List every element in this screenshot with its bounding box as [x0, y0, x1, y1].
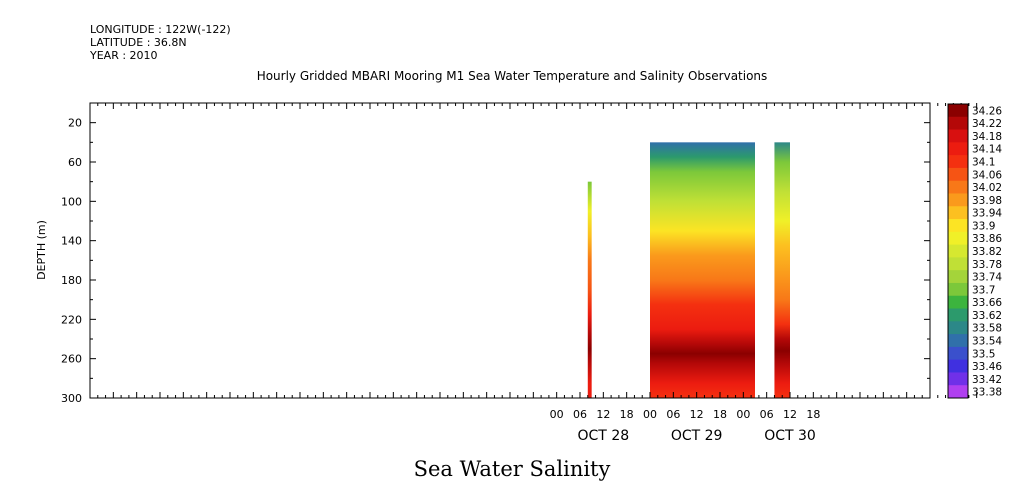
- colorbar-label: 33.66: [972, 297, 1002, 309]
- colorbar-swatch: [948, 308, 968, 322]
- colorbar-label: 33.42: [972, 374, 1002, 386]
- colorbar-swatch: [948, 321, 968, 335]
- colorbar-label: 34.22: [972, 118, 1002, 130]
- chart-title: Hourly Gridded MBARI Mooring M1 Sea Wate…: [257, 69, 768, 83]
- colorbar-label: 34.18: [972, 131, 1002, 143]
- colorbar-swatch: [948, 193, 968, 207]
- colorbar-label: 33.98: [972, 195, 1002, 207]
- data-blocks: [587, 142, 790, 398]
- colorbar-swatch: [948, 346, 968, 361]
- y-tick-label: 60: [68, 156, 82, 169]
- colorbar-label: 34.26: [972, 105, 1002, 117]
- colorbar-swatch: [948, 295, 968, 310]
- y-tick-label: 300: [61, 392, 82, 405]
- x-tick-label: 12: [690, 408, 704, 421]
- colorbar-swatch: [948, 206, 968, 220]
- colorbar-label: 34.14: [972, 144, 1002, 156]
- colorbar-swatch: [948, 167, 968, 182]
- colorbar-swatch: [948, 270, 968, 284]
- y-axis-label: DEPTH (m): [35, 220, 48, 280]
- variable-label: Sea Water Salinity: [414, 457, 611, 481]
- colorbar-swatch: [948, 359, 968, 373]
- x-tick-label: 00: [736, 408, 750, 421]
- y-tick-label: 220: [61, 313, 82, 326]
- x-day-label: OCT 29: [671, 428, 723, 444]
- x-tick-label: 12: [596, 408, 610, 421]
- colorbar-swatch: [948, 116, 968, 131]
- colorbar-swatch: [948, 334, 968, 348]
- colorbar-label: 33.62: [972, 310, 1002, 322]
- colorbar-label: 34.02: [972, 182, 1002, 194]
- x-day-label: OCT 28: [578, 428, 630, 444]
- colorbar-swatch: [948, 219, 968, 233]
- colorbar-frame: [947, 103, 969, 399]
- x-tick-label: 06: [760, 408, 774, 421]
- colorbar-label: 33.9: [972, 220, 995, 232]
- x-tick-label: 12: [783, 408, 797, 421]
- colorbar-swatch: [948, 231, 968, 246]
- colorbar-swatch: [948, 257, 968, 271]
- colorbar-label: 33.78: [972, 259, 1002, 271]
- latitude-label: LATITUDE : 36.8N: [90, 36, 187, 49]
- x-tick-label: 18: [806, 408, 820, 421]
- y-tick-label: 180: [61, 274, 82, 287]
- colorbar-swatch: [948, 142, 968, 156]
- colorbar-label: 34.06: [972, 169, 1002, 181]
- x-tick-label: 18: [713, 408, 727, 421]
- year-label: YEAR : 2010: [90, 49, 158, 62]
- data-block: [650, 142, 755, 398]
- colorbar: 34.2634.2234.1834.1434.134.0634.0233.983…: [947, 103, 1002, 399]
- colorbar-label: 33.82: [972, 246, 1002, 258]
- colorbar-swatch: [948, 282, 968, 297]
- data-block: [587, 181, 592, 398]
- x-tick-label: 06: [666, 408, 680, 421]
- y-tick-label: 140: [61, 235, 82, 248]
- colorbar-swatch: [948, 372, 968, 386]
- colorbar-label: 33.54: [972, 335, 1002, 347]
- x-axis: 00 06 12 18 00 06 12 18 00 06 12 18 OCT 28 OCT 29 OCT …: [89, 103, 978, 444]
- y-tick-label: 100: [61, 195, 82, 208]
- x-tick-label: 00: [643, 408, 657, 421]
- colorbar-swatch: [948, 104, 968, 118]
- x-tick-label: 18: [620, 408, 634, 421]
- y-tick-label: 20: [68, 117, 82, 130]
- y-tick-label: 260: [61, 353, 82, 366]
- colorbar-label: 33.86: [972, 233, 1002, 245]
- colorbar-label: 33.94: [972, 208, 1002, 220]
- y-axis: 20 60 100 140 180 220 260 300: [61, 102, 930, 405]
- colorbar-swatch: [948, 155, 968, 169]
- colorbar-label: 34.1: [972, 157, 995, 169]
- data-block: [774, 142, 790, 398]
- x-tick-label: 06: [573, 408, 587, 421]
- plot-frame: [89, 102, 931, 399]
- colorbar-label: 33.74: [972, 272, 1002, 284]
- colorbar-swatch: [948, 244, 968, 258]
- colorbar-label: 33.5: [972, 348, 995, 360]
- colorbar-swatch: [948, 385, 968, 399]
- colorbar-label: 33.38: [972, 387, 1002, 399]
- x-day-label: OCT 30: [764, 428, 816, 444]
- colorbar-swatch: [948, 129, 968, 143]
- colorbar-label: 33.7: [972, 284, 995, 296]
- x-tick-label: 00: [550, 408, 564, 421]
- colorbar-label: 33.58: [972, 323, 1002, 335]
- longitude-label: LONGITUDE : 122W(-122): [90, 23, 231, 36]
- colorbar-swatch: [948, 180, 968, 194]
- colorbar-label: 33.46: [972, 361, 1002, 373]
